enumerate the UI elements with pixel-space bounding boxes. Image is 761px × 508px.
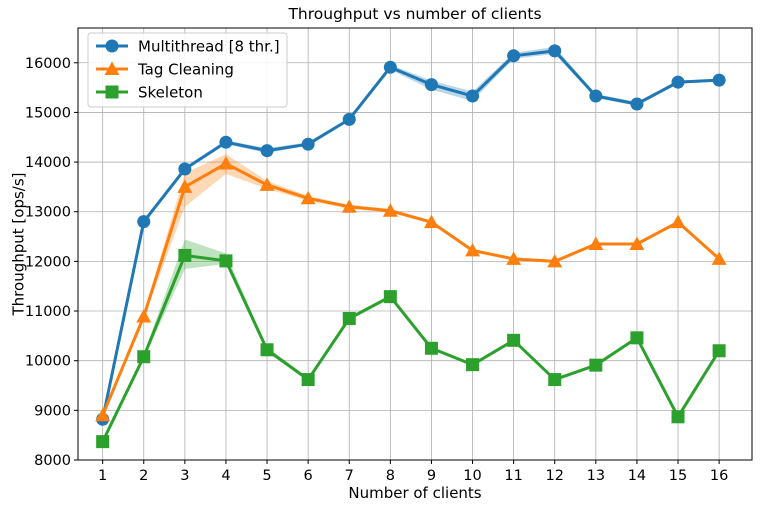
point-tag-cleaning bbox=[136, 309, 152, 323]
point-skeleton bbox=[671, 410, 685, 424]
point-multithread-8-thr bbox=[507, 49, 521, 63]
y-tick-label: 9000 bbox=[34, 403, 71, 419]
point-multithread-8-thr bbox=[301, 137, 315, 151]
x-tick-label: 13 bbox=[587, 468, 605, 484]
x-tick-label: 1 bbox=[98, 468, 107, 484]
x-tick-label: 15 bbox=[669, 468, 687, 484]
x-axis-ticks: 1 2 3 4 5 6 7 8 9 10 11 12 13 14 15 16 bbox=[98, 460, 728, 484]
y-tick-label: 14000 bbox=[25, 155, 71, 171]
x-tick-label: 2 bbox=[139, 468, 148, 484]
series-line-skeleton bbox=[101, 253, 721, 443]
point-tag-cleaning bbox=[670, 214, 686, 229]
legend-marker-tag-cleaning bbox=[104, 61, 120, 75]
point-multithread-8-thr bbox=[466, 89, 480, 103]
point-skeleton bbox=[260, 343, 274, 357]
point-multithread-8-thr bbox=[383, 60, 397, 74]
chart-title: Throughput vs number of clients bbox=[287, 5, 541, 23]
point-skeleton bbox=[342, 311, 356, 325]
x-tick-label: 10 bbox=[463, 468, 481, 484]
series-line-tag-cleaning bbox=[101, 162, 721, 416]
point-skeleton bbox=[712, 344, 726, 358]
y-axis-label: Throughput [ops/s] bbox=[10, 173, 28, 317]
x-tick-label: 7 bbox=[345, 468, 354, 484]
x-tick-label: 5 bbox=[262, 468, 271, 484]
x-tick-label: 14 bbox=[628, 468, 646, 484]
point-tag-cleaning bbox=[95, 407, 111, 422]
point-tag-cleaning bbox=[177, 179, 193, 193]
legend-box bbox=[87, 32, 288, 108]
point-skeleton bbox=[466, 358, 480, 372]
x-tick-label: 9 bbox=[427, 468, 436, 484]
legend-marker-skeleton bbox=[105, 85, 119, 99]
band-tag-cleaning bbox=[102, 154, 720, 417]
point-multithread-8-thr bbox=[589, 89, 603, 103]
y-tick-label: 13000 bbox=[25, 205, 71, 221]
y-tick-label: 10000 bbox=[25, 354, 71, 370]
x-axis-label: Number of clients bbox=[348, 484, 481, 502]
point-skeleton bbox=[301, 373, 315, 387]
point-skeleton bbox=[137, 350, 151, 364]
legend-label-multithread-8-thr: Multithread [8 thr.] bbox=[138, 38, 280, 56]
point-multithread-8-thr bbox=[260, 144, 274, 158]
series-lines bbox=[101, 49, 721, 443]
series-markers bbox=[95, 44, 727, 449]
point-skeleton bbox=[589, 358, 603, 372]
point-multithread-8-thr bbox=[342, 112, 356, 126]
point-tag-cleaning bbox=[382, 203, 398, 217]
point-skeleton bbox=[96, 435, 110, 449]
series-line-multithread-8-thr bbox=[101, 49, 720, 420]
y-tick-label: 11000 bbox=[25, 304, 71, 320]
band-skeleton bbox=[102, 239, 720, 443]
point-skeleton bbox=[383, 290, 397, 304]
point-tag-cleaning bbox=[465, 242, 481, 257]
y-tick-label: 16000 bbox=[25, 56, 71, 72]
x-tick-label: 12 bbox=[546, 468, 564, 484]
legend-label-tag-cleaning: Tag Cleaning bbox=[137, 61, 234, 79]
y-axis-ticks: 8000 9000 10000 11000 12000 13000 14000 15000 16… bbox=[25, 56, 78, 469]
point-tag-cleaning bbox=[300, 190, 316, 205]
x-tick-label: 8 bbox=[386, 468, 395, 484]
legend: Multithread [8 thr.] Tag Cleaning Skeleton bbox=[87, 32, 288, 108]
point-tag-cleaning bbox=[588, 236, 604, 250]
x-tick-label: 3 bbox=[180, 468, 189, 484]
legend-marker-multithread-8-thr bbox=[105, 39, 119, 53]
x-tick-label: 6 bbox=[304, 468, 313, 484]
point-multithread-8-thr bbox=[671, 75, 685, 89]
point-multithread-8-thr bbox=[630, 97, 644, 111]
point-skeleton bbox=[630, 331, 644, 345]
point-tag-cleaning bbox=[341, 199, 357, 213]
point-multithread-8-thr bbox=[137, 215, 151, 229]
point-tag-cleaning bbox=[547, 253, 563, 268]
point-multithread-8-thr bbox=[548, 44, 562, 58]
point-skeleton bbox=[548, 373, 562, 387]
point-multithread-8-thr bbox=[712, 73, 726, 87]
y-tick-label: 15000 bbox=[25, 105, 71, 121]
point-tag-cleaning bbox=[711, 251, 727, 265]
point-tag-cleaning bbox=[629, 236, 645, 250]
x-tick-label: 16 bbox=[710, 468, 728, 484]
point-tag-cleaning bbox=[423, 214, 439, 229]
point-tag-cleaning bbox=[218, 156, 234, 170]
x-tick-label: 4 bbox=[221, 468, 230, 484]
point-multithread-8-thr bbox=[424, 78, 438, 92]
point-skeleton bbox=[219, 254, 233, 268]
point-multithread-8-thr bbox=[178, 162, 192, 176]
point-skeleton bbox=[424, 341, 438, 355]
x-tick-label: 11 bbox=[504, 468, 522, 484]
y-tick-label: 8000 bbox=[34, 453, 71, 469]
legend-label-skeleton: Skeleton bbox=[138, 84, 203, 102]
point-skeleton bbox=[507, 333, 521, 347]
y-tick-label: 12000 bbox=[25, 254, 71, 270]
point-tag-cleaning bbox=[506, 251, 522, 265]
point-tag-cleaning bbox=[259, 177, 275, 191]
point-multithread-8-thr bbox=[219, 135, 233, 149]
point-skeleton bbox=[178, 248, 192, 262]
plot-frame bbox=[77, 27, 753, 461]
